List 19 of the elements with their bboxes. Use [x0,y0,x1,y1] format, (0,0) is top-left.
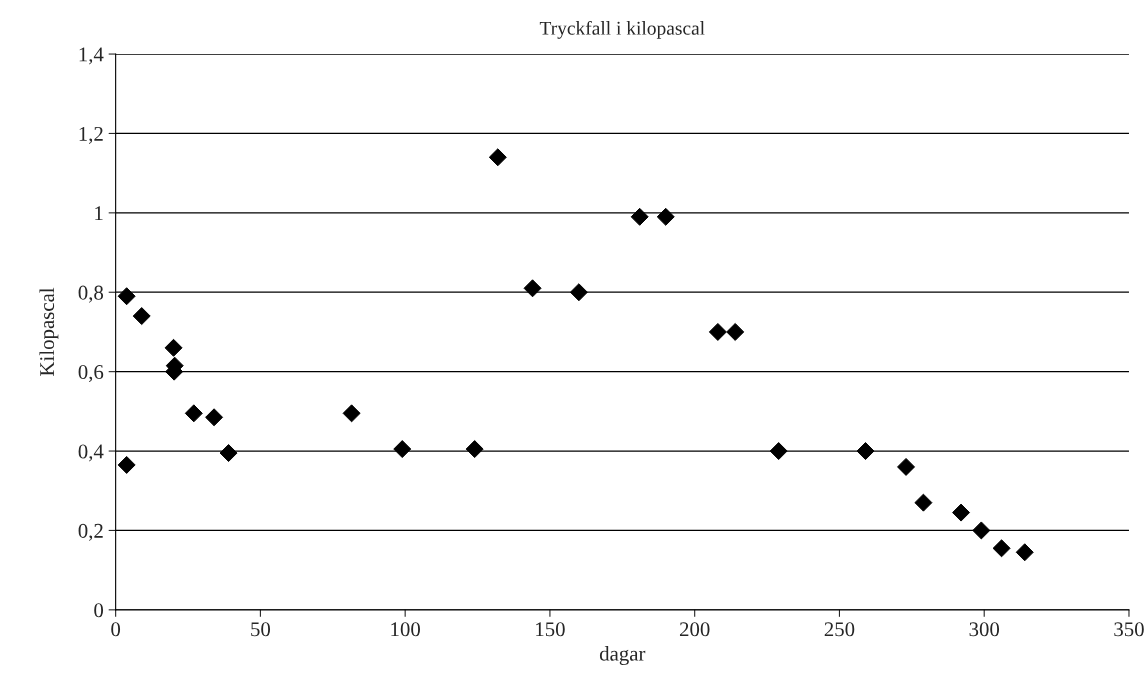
chart-title: Tryckfall i kilopascal [539,20,705,39]
x-axis-title: dagar [599,646,646,666]
x-tick-label: 350 [1114,622,1144,637]
y-tick-label: 0,4 [78,444,104,462]
x-tick-label: 150 [536,622,565,637]
y-tick-label: 0,8 [78,285,104,303]
x-tick-label: 200 [679,622,710,637]
y-tick-label: 0,2 [78,523,103,541]
y-tick-label: 0 [94,603,104,618]
x-tick-label: 50 [251,622,271,637]
x-tick-label: 0 [111,622,121,637]
x-tick-label: 100 [391,622,420,637]
y-tick-label: 1 [95,206,103,221]
y-tick-label: 1,4 [79,47,104,65]
y-tick-label: 1,2 [79,126,103,144]
x-tick-label: 300 [969,622,1000,637]
y-tick-label: 0,6 [78,365,104,383]
x-tick-label: 250 [824,622,855,637]
y-axis-title: Kilopascal [39,287,59,376]
